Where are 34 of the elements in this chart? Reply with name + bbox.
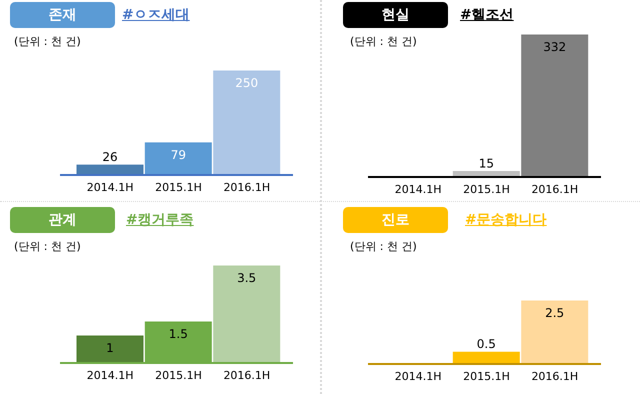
x-tick-label: 2015.1H xyxy=(463,182,510,196)
x-tick-label: 2014.1H xyxy=(394,370,442,383)
data-label: 26 xyxy=(102,150,118,164)
text: (단위 : 천 건) xyxy=(14,34,81,49)
x-tick-label: 2014.1H xyxy=(86,180,134,194)
data-label: 3.5 xyxy=(237,271,256,285)
chart-subtitle: #ㅇㅈ세대 xyxy=(122,6,190,24)
chart-subtitle: #캥거루족 xyxy=(126,211,194,229)
x-tick-label: 2016.1H xyxy=(223,180,270,194)
chart-title: 진로 xyxy=(343,207,448,233)
x-tick-label: 2016.1H xyxy=(531,182,578,196)
data-label: 250 xyxy=(235,76,258,90)
chart-subtitle: #문송합니다 xyxy=(465,211,547,229)
x-tick-label: 2016.1H xyxy=(531,370,578,383)
chart-title: 존재 xyxy=(10,2,115,28)
data-label: 15 xyxy=(478,156,494,171)
data-label: 0.5 xyxy=(476,337,496,352)
data-label: 2.5 xyxy=(545,306,564,320)
chart-title: 관계 xyxy=(10,207,115,233)
x-tick-label: 2014.1H xyxy=(86,368,134,382)
text: (단위 : 천 건) xyxy=(350,239,417,254)
data-label: 1.5 xyxy=(168,327,188,341)
chart-subtitle: #헬조선 xyxy=(460,6,514,24)
x-tick-label: 2016.1H xyxy=(223,368,270,382)
data-label: 332 xyxy=(543,40,566,54)
x-tick-label: 2015.1H xyxy=(155,180,202,194)
x-tick-label: 2014.1H xyxy=(394,182,442,196)
text: (단위 : 천 건) xyxy=(14,239,81,254)
x-tick-label: 2015.1H xyxy=(155,368,202,382)
x-tick-label: 2015.1H xyxy=(463,370,510,383)
data-label: 1 xyxy=(106,341,114,355)
chart-title: 현실 xyxy=(343,2,448,28)
data-label: 79 xyxy=(170,148,186,162)
annotation: (단위 : 천 건) xyxy=(350,34,417,49)
